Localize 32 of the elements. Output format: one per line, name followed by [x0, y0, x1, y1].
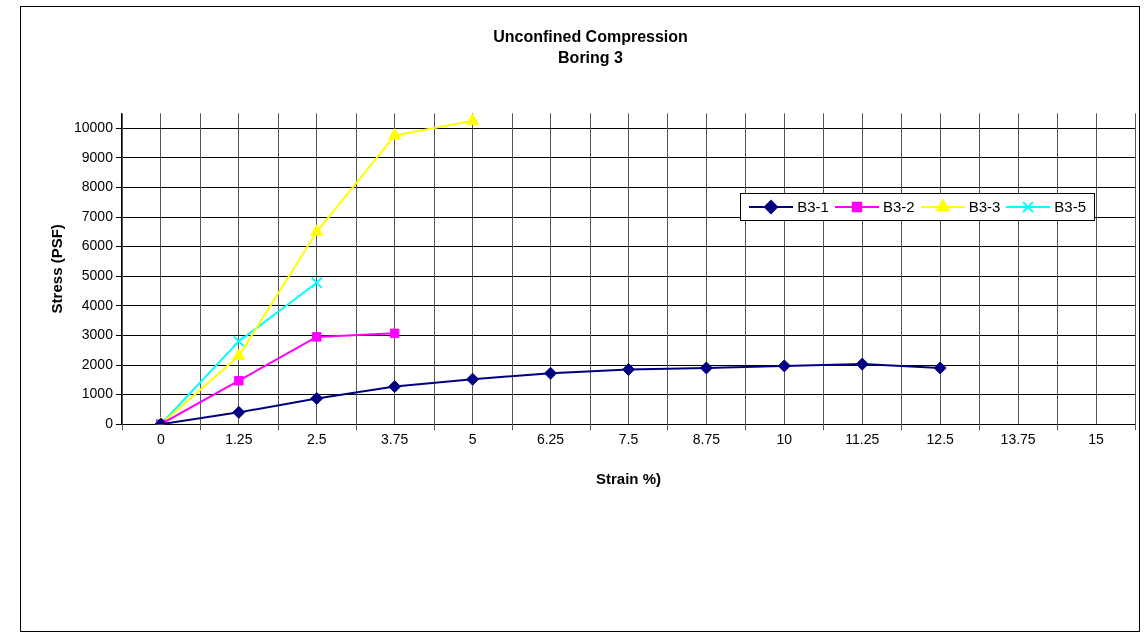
- y-tick-label: 6000: [81, 237, 114, 254]
- y-tick-label: 8000: [81, 178, 114, 195]
- x-tick-label: 12.5: [926, 431, 955, 448]
- x-tick-label: 2.5: [307, 431, 327, 448]
- x-tick-label: 15: [1088, 431, 1105, 448]
- y-tick-label: 3000: [81, 326, 114, 343]
- legend-label: B3-5: [1054, 198, 1086, 217]
- x-tick-label: 8.75: [692, 431, 721, 448]
- x-tick-label: 1.25: [225, 431, 253, 448]
- legend-label: B3-2: [882, 198, 915, 217]
- x-tick-label: 0: [157, 431, 165, 448]
- x-tick-label: 5: [468, 431, 477, 448]
- y-tick-label: 5000: [81, 267, 114, 284]
- chart-title: Unconfined Compression: [493, 28, 688, 46]
- x-axis-title: Strain %): [595, 470, 661, 488]
- legend-label: B3-1: [797, 198, 829, 217]
- x-tick-label: 3.75: [381, 431, 409, 448]
- x-tick-label: 11.25: [845, 431, 880, 448]
- y-tick-label: 1000: [81, 385, 114, 402]
- y-tick-label: 7000: [81, 207, 114, 224]
- y-tick-label: 4000: [81, 296, 114, 313]
- y-tick-label: 0: [105, 415, 114, 432]
- y-axis-title: Stress (PSF): [48, 224, 66, 314]
- chart-subtitle: Boring 3: [558, 49, 624, 67]
- x-tick-label: 10: [776, 431, 793, 448]
- y-tick-label: 9000: [81, 148, 114, 165]
- x-tick-label: 13.75: [1000, 431, 1036, 448]
- y-tick-label: 10000: [73, 119, 114, 136]
- y-tick-label: 2000: [81, 355, 114, 372]
- legend-label: B3-3: [968, 198, 1001, 217]
- x-tick-label: 6.25: [536, 431, 565, 448]
- x-tick-label: 7.5: [618, 431, 639, 448]
